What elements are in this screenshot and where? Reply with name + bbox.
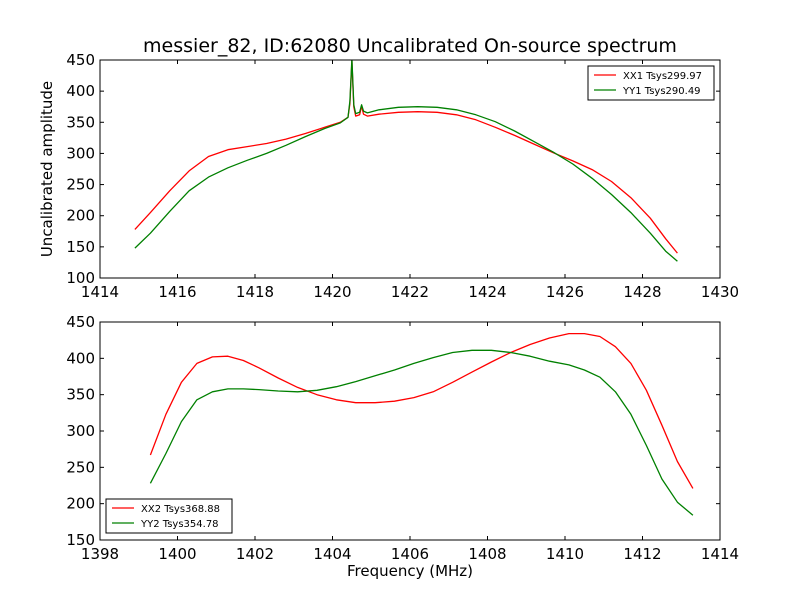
y-axis-label: Uncalibrated amplitude — [38, 81, 56, 257]
y-tick-label: 300 — [66, 144, 95, 162]
y-tick-label: 200 — [66, 495, 95, 513]
legend-label: YY2 Tsys354.78 — [140, 519, 219, 530]
upper-panel: 1414 1416 1418 1420 1422 1424 1426 1428 1430 100 1… — [38, 51, 739, 301]
y-tick-label: 250 — [66, 458, 95, 476]
y-tick-label: 300 — [66, 422, 95, 440]
x-tick-label: 1418 — [236, 283, 274, 301]
y-tick-label: 150 — [66, 238, 95, 256]
legend-label: XX2 Tsys368.88 — [141, 504, 220, 515]
x-tick-label: 1404 — [313, 545, 351, 563]
x-tick-label: 1402 — [236, 545, 274, 563]
x-tick-label: 1422 — [391, 283, 429, 301]
x-tick-label: 1424 — [468, 283, 506, 301]
y-tick-label: 250 — [66, 176, 95, 194]
x-tick-label: 1408 — [468, 545, 506, 563]
x-tick-label: 1426 — [546, 283, 584, 301]
y-tick-label: 400 — [66, 82, 95, 100]
x-tick-label: 1430 — [701, 283, 739, 301]
y-tick-label: 350 — [66, 113, 95, 131]
legend-box — [105, 498, 233, 534]
series-line-yy1 — [134, 60, 678, 262]
x-tick-label: 1428 — [623, 283, 661, 301]
x-tick-label: 1416 — [158, 283, 196, 301]
legend: XX1 Tsys299.97 YY1 Tsys290.49 — [587, 65, 715, 101]
x-tick-label: 1414 — [81, 283, 119, 301]
legend-label: XX1 Tsys299.97 — [623, 71, 702, 82]
y-tick-label: 450 — [66, 313, 95, 331]
x-tick-label: 1400 — [158, 545, 196, 563]
y-tick-label: 200 — [66, 207, 95, 225]
y-tick-label: 150 — [66, 531, 95, 549]
y-tick-label: 450 — [66, 51, 95, 69]
series-line-yy2 — [149, 349, 694, 516]
y-tick-label: 350 — [66, 386, 95, 404]
legend-label: YY1 Tsys290.49 — [622, 86, 701, 97]
x-tick-label: 1406 — [391, 545, 429, 563]
legend: XX2 Tsys368.88 YY2 Tsys354.78 — [105, 498, 233, 534]
legend-box — [587, 65, 715, 101]
x-axis-label: Frequency (MHz) — [347, 562, 473, 580]
x-tick-label: 1412 — [623, 545, 661, 563]
series-line-xx2 — [149, 332, 694, 489]
y-tick-label: 400 — [66, 349, 95, 367]
lower-panel: 1398 1400 1402 1404 1406 1408 1410 1412 1414 150 2… — [66, 313, 739, 580]
x-tick-label: 1398 — [81, 545, 119, 563]
x-tick-label: 1420 — [313, 283, 351, 301]
x-tick-label: 1410 — [546, 545, 584, 563]
x-tick-label: 1414 — [701, 545, 739, 563]
y-tick-label: 100 — [66, 269, 95, 287]
chart-title: messier_82, ID:62080 Uncalibrated On-sou… — [143, 35, 677, 57]
